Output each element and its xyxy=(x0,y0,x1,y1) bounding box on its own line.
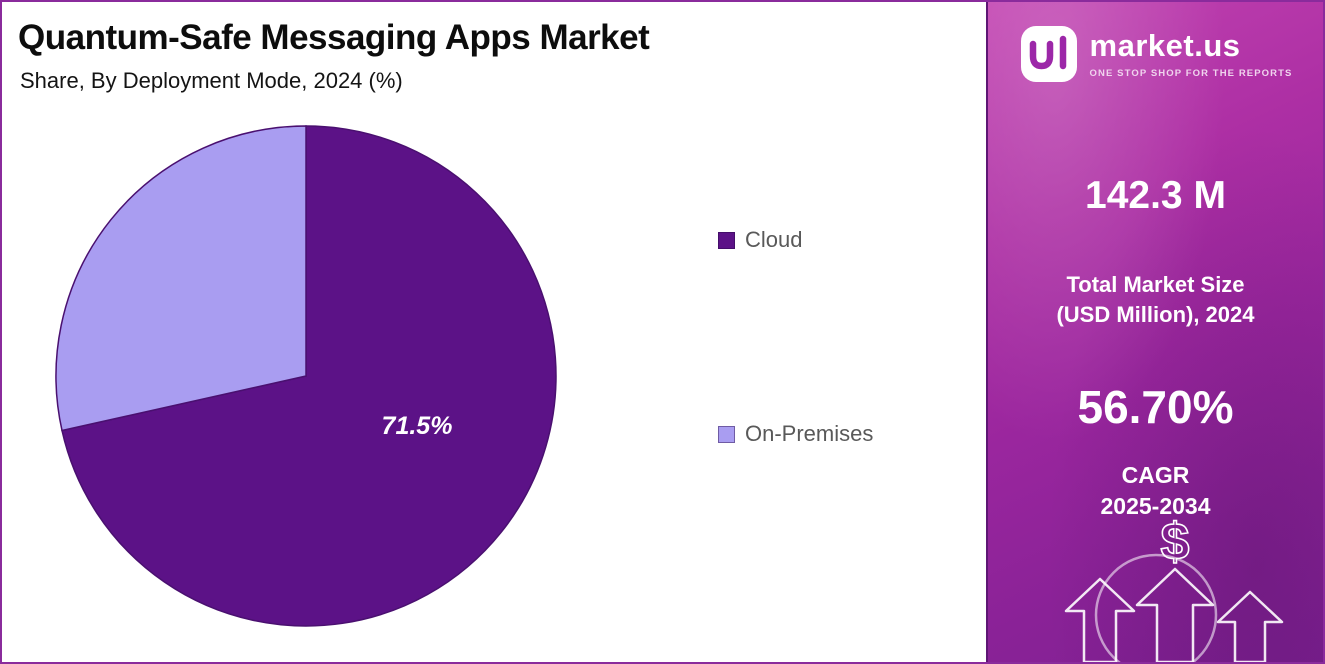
market-size-value: 142.3 M xyxy=(1085,174,1226,217)
chart-subtitle: Share, By Deployment Mode, 2024 (%) xyxy=(20,68,403,93)
growth-arrow-icon xyxy=(1216,590,1284,662)
dollar-icon: $ xyxy=(1161,513,1190,571)
market-size-label-line2: (USD Million), 2024 xyxy=(1056,301,1255,327)
legend-label-cloud: Cloud xyxy=(745,227,803,252)
growth-arrow-icon xyxy=(1135,567,1215,662)
brand-sidebar: market.us ONE STOP SHOP FOR THE REPORTS … xyxy=(986,2,1323,662)
cagr-value: 56.70% xyxy=(1077,381,1234,433)
pie-slice-on-premises xyxy=(55,125,307,432)
pie-data-label: 71.5% xyxy=(382,412,453,440)
cagr-label-line2: 2025-2034 xyxy=(1100,493,1211,520)
cagr-label: CAGR 2025-2034 xyxy=(988,460,1323,522)
brand-tagline: ONE STOP SHOP FOR THE REPORTS xyxy=(1089,67,1293,79)
legend-item-on-premises: On-Premises xyxy=(718,421,873,447)
brand-text: market.us ONE STOP SHOP FOR THE REPORTS xyxy=(1089,28,1293,79)
chart-panel: Quantum-Safe Messaging Apps Market Share… xyxy=(2,2,986,662)
brand-name: market.us xyxy=(1089,28,1241,64)
growth-decoration: $ xyxy=(1064,512,1284,662)
legend-item-cloud: Cloud xyxy=(718,227,802,253)
brand-logo: market.us ONE STOP SHOP FOR THE REPORTS xyxy=(988,24,1323,84)
market-size-label-line1: Total Market Size xyxy=(1066,272,1245,297)
legend-label-on-premises: On-Premises xyxy=(745,421,874,446)
pie-slice-cloud xyxy=(61,125,557,627)
legend-swatch-cloud xyxy=(718,231,735,249)
market-us-logo-icon xyxy=(1020,26,1077,82)
circle-decoration-icon xyxy=(1094,553,1218,662)
chart-title: Quantum-Safe Messaging Apps Market xyxy=(18,18,650,57)
cagr-label-line1: CAGR xyxy=(1121,462,1190,488)
legend-swatch-on-premises xyxy=(718,425,735,443)
market-size-label: Total Market Size (USD Million), 2024 xyxy=(988,270,1323,329)
growth-arrow-icon xyxy=(1064,577,1136,662)
pie-chart: 71.5% xyxy=(55,125,557,627)
